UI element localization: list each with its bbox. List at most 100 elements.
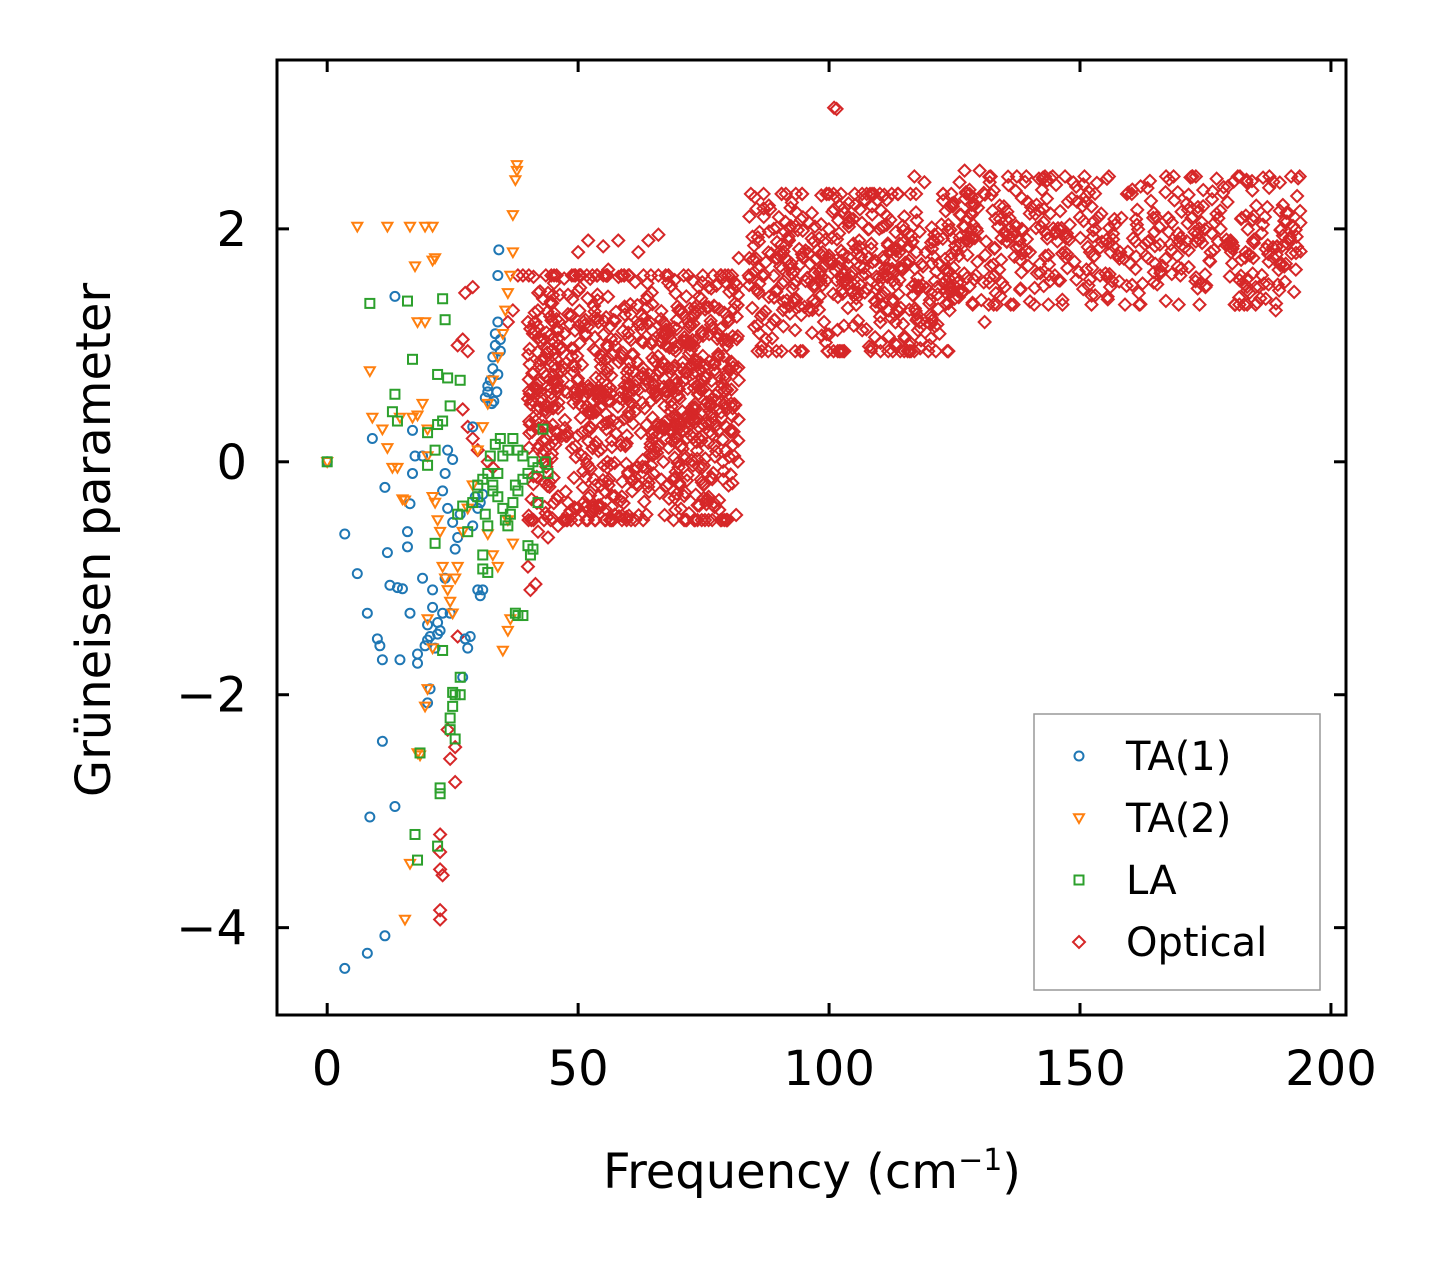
data-point xyxy=(1161,224,1177,240)
data-point xyxy=(1254,225,1270,241)
data-point xyxy=(429,537,441,549)
data-point xyxy=(989,297,1005,312)
ticks-layer: 0 50 100 150 200 −4 −2 0 2 xyxy=(176,60,1377,1097)
data-point xyxy=(639,292,654,307)
data-point xyxy=(909,213,925,228)
data-point xyxy=(509,479,521,491)
legend-items: TA(1) TA(2) LA Optical xyxy=(1071,734,1267,966)
data-point xyxy=(996,224,1012,240)
data-point xyxy=(629,297,645,313)
data-point xyxy=(1181,242,1197,258)
data-point xyxy=(953,207,969,223)
data-point xyxy=(771,209,787,225)
data-point xyxy=(663,394,679,409)
data-point xyxy=(590,489,606,505)
data-point xyxy=(1027,206,1043,222)
data-point xyxy=(656,454,671,470)
data-point xyxy=(1086,248,1102,264)
y-axis-label: Grüneisen parameter xyxy=(66,283,122,798)
y-tick-label: −4 xyxy=(176,901,247,957)
data-point xyxy=(650,348,666,364)
data-point xyxy=(555,359,571,375)
data-point xyxy=(645,431,661,447)
data-point xyxy=(970,200,986,216)
data-point xyxy=(957,163,972,179)
data-point xyxy=(984,187,999,203)
plot-frame xyxy=(275,58,1348,1017)
data-point xyxy=(707,418,723,434)
data-point xyxy=(447,453,459,465)
data-point xyxy=(923,285,939,301)
data-point xyxy=(546,357,562,373)
data-point xyxy=(890,186,906,202)
data-point xyxy=(1194,214,1210,230)
data-point xyxy=(918,244,934,260)
data-point xyxy=(1151,219,1167,235)
data-point xyxy=(1255,217,1271,233)
data-point xyxy=(615,323,631,339)
data-point xyxy=(774,261,790,277)
data-point xyxy=(641,470,657,486)
data-point xyxy=(540,285,556,301)
data-point xyxy=(987,268,1003,283)
data-point xyxy=(1092,268,1108,283)
data-point xyxy=(859,321,874,337)
data-point xyxy=(922,337,937,353)
data-point xyxy=(725,329,741,344)
data-point xyxy=(730,454,746,470)
data-point xyxy=(676,268,692,283)
data-point xyxy=(1042,170,1058,186)
data-point xyxy=(1125,230,1141,246)
data-point xyxy=(435,867,451,883)
data-point xyxy=(766,312,782,328)
data-point xyxy=(817,232,833,248)
data-point xyxy=(524,549,536,561)
data-point xyxy=(881,261,897,277)
data-point xyxy=(435,561,450,574)
data-point xyxy=(597,512,613,528)
data-point xyxy=(500,314,516,330)
data-point xyxy=(776,273,792,289)
data-point xyxy=(1018,169,1034,184)
data-point xyxy=(1179,196,1195,211)
data-point xyxy=(922,307,938,323)
data-point xyxy=(439,467,451,479)
data-point xyxy=(568,438,584,454)
data-point xyxy=(1170,184,1186,200)
data-point xyxy=(419,640,431,652)
legend-marker-ta-2- xyxy=(1072,813,1086,826)
data-point xyxy=(1152,237,1168,253)
data-point xyxy=(570,428,585,444)
data-point xyxy=(601,471,617,487)
data-point xyxy=(930,231,946,247)
data-point xyxy=(965,295,980,311)
data-point xyxy=(687,399,703,415)
legend-label-ta-1-: TA(1) xyxy=(1125,734,1231,780)
data-point xyxy=(540,341,555,356)
data-point xyxy=(482,566,494,578)
data-point xyxy=(488,395,500,407)
data-point xyxy=(792,257,808,273)
data-point xyxy=(550,518,566,534)
data-point xyxy=(486,375,500,388)
data-point xyxy=(888,224,904,240)
data-point xyxy=(1292,215,1308,231)
data-point xyxy=(793,343,809,359)
data-point xyxy=(774,186,790,202)
data-point xyxy=(666,360,682,375)
data-point xyxy=(1252,290,1268,306)
data-point xyxy=(614,347,629,363)
data-point xyxy=(1128,234,1143,249)
data-point xyxy=(939,343,955,359)
data-point xyxy=(716,348,732,364)
data-point xyxy=(746,238,762,254)
data-point xyxy=(744,300,760,316)
data-point xyxy=(566,341,582,357)
data-point xyxy=(681,314,696,330)
data-point xyxy=(365,412,380,425)
data-point xyxy=(520,391,536,407)
data-point xyxy=(398,495,412,508)
data-point xyxy=(639,417,654,433)
data-point xyxy=(720,512,735,528)
data-point xyxy=(617,307,633,323)
